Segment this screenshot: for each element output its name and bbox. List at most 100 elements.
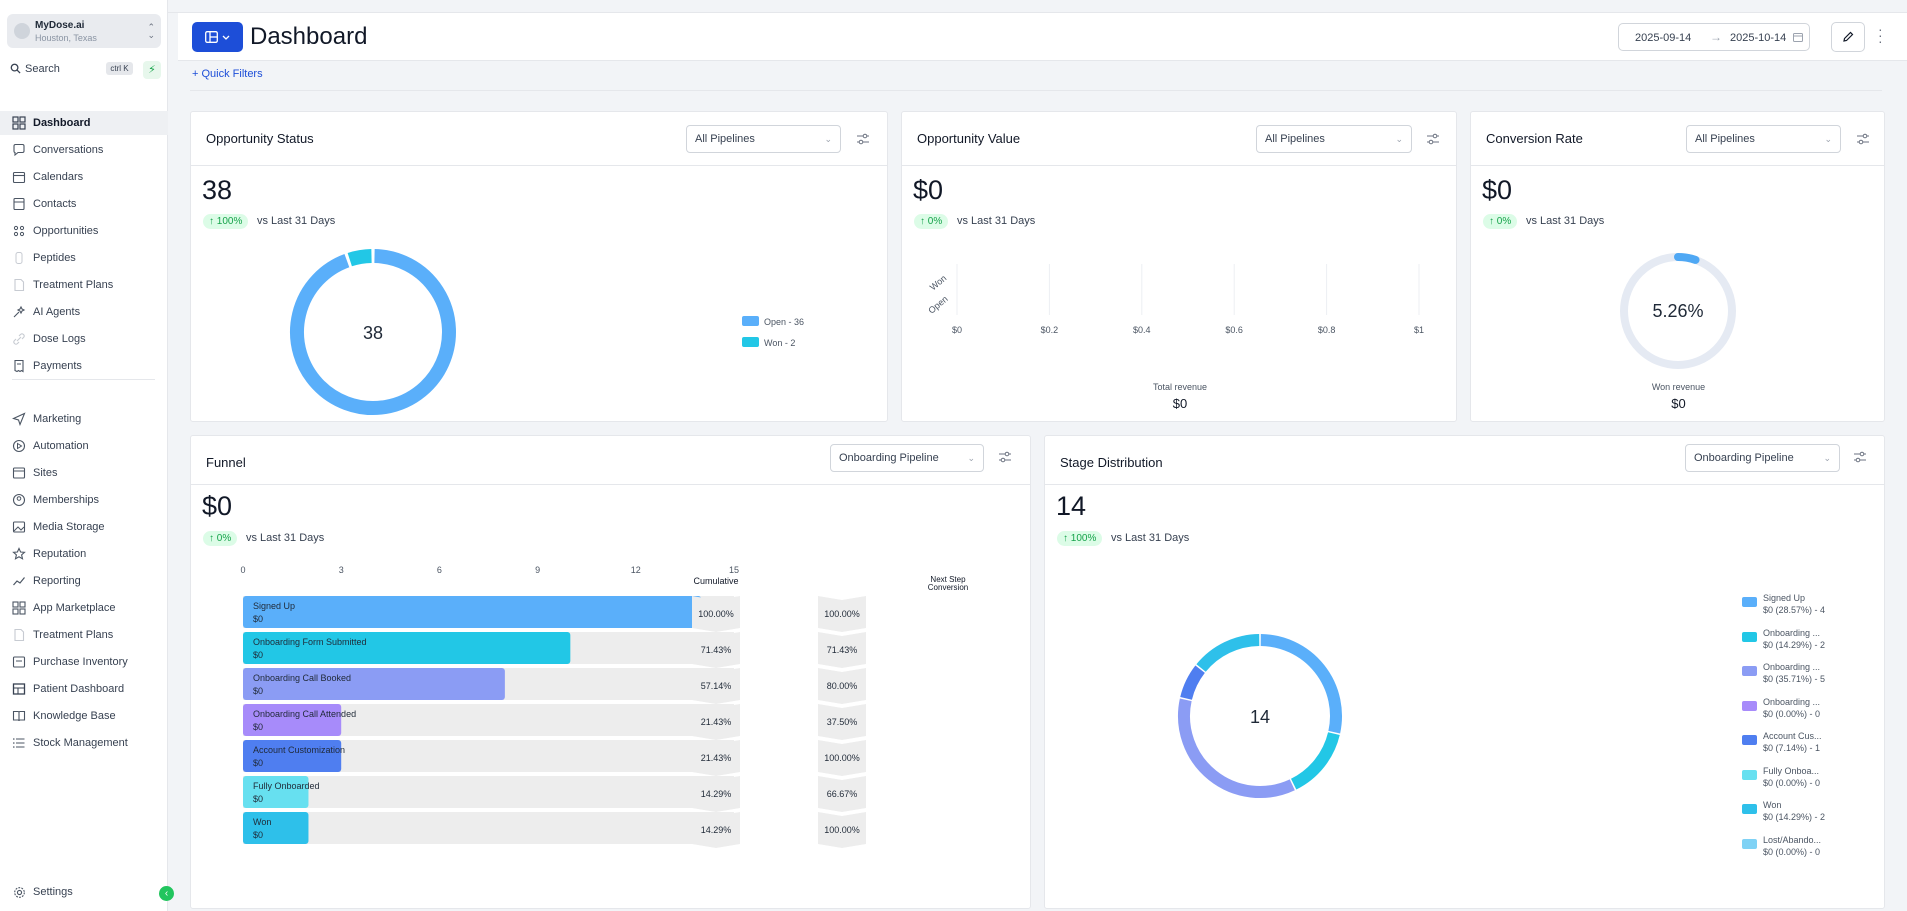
funnel-stage-label: Fully Onboarded xyxy=(253,781,320,791)
sidebar-item-label: App Marketplace xyxy=(33,602,116,614)
send-icon xyxy=(12,412,26,426)
sidebar-item-opportunities[interactable]: Opportunities xyxy=(0,219,168,243)
funnel-bar[interactable] xyxy=(243,776,309,808)
more-options-icon[interactable]: · · · xyxy=(1878,21,1883,49)
filter-settings-icon[interactable] xyxy=(1855,131,1871,147)
change-badge: ↑ 100% xyxy=(203,214,249,229)
select-value: Onboarding Pipeline xyxy=(1694,452,1794,464)
sidebar-item-calendars[interactable]: Calendars xyxy=(0,165,168,189)
opportunity-status-slice-open[interactable] xyxy=(290,249,456,415)
sidebar-item-label: Memberships xyxy=(33,494,100,506)
funnel-bar[interactable] xyxy=(243,596,702,628)
lightning-icon[interactable]: ⚡ xyxy=(143,61,161,79)
funnel-bar[interactable] xyxy=(243,668,505,700)
total-revenue-label: Total revenue xyxy=(1152,382,1208,392)
sidebar-item-treatment-plans[interactable]: Treatment Plans xyxy=(0,623,168,647)
sidebar-item-label: Stock Management xyxy=(33,737,128,749)
sidebar-item-conversations[interactable]: Conversations xyxy=(0,138,168,162)
sidebar-item-treatment-plans[interactable]: Treatment Plans xyxy=(0,273,168,297)
stage-slice-6[interactable] xyxy=(1196,634,1260,672)
sidebar-item-stock-management[interactable]: Stock Management xyxy=(0,731,168,755)
account-avatar xyxy=(14,23,30,39)
pipeline-select[interactable]: Onboarding Pipeline ⌄ xyxy=(830,444,984,472)
cumulative-header: Cumulative xyxy=(693,576,739,586)
sidebar-item-automation[interactable]: Automation xyxy=(0,434,168,458)
sidebar-item-settings[interactable]: Settings xyxy=(0,880,168,904)
funnel-card: Funnel Onboarding Pipeline ⌄ $0 ↑ 0% vs L… xyxy=(190,435,1031,909)
sidebar-item-dashboard[interactable]: Dashboard xyxy=(0,111,168,135)
cumulative-cell-shape xyxy=(692,776,740,812)
sidebar-item-reputation[interactable]: Reputation xyxy=(0,542,168,566)
funnel-bar[interactable] xyxy=(243,740,342,772)
sidebar-item-app-marketplace[interactable]: App Marketplace xyxy=(0,596,168,620)
legend-open: Open - 36 xyxy=(764,317,805,327)
sidebar-item-label: Knowledge Base xyxy=(33,710,116,722)
cumulative-cell-shape xyxy=(692,812,740,848)
pipeline-select[interactable]: All Pipelines ⌄ xyxy=(1256,125,1412,153)
metric-value: $0 xyxy=(202,491,233,521)
funnel-stage-label: Account Customization xyxy=(253,745,345,755)
account-switcher[interactable]: MyDose.ai Houston, Texas ⌃ ⌄ xyxy=(7,14,161,48)
sidebar-item-media-storage[interactable]: Media Storage xyxy=(0,515,168,539)
next-step-cell-shape xyxy=(818,704,866,740)
funnel-bar[interactable] xyxy=(243,704,342,736)
sidebar-item-knowledge-base[interactable]: Knowledge Base xyxy=(0,704,168,728)
opportunities-icon xyxy=(12,224,26,238)
y-category-label: Won xyxy=(928,273,948,292)
next-step-cell-shape xyxy=(818,740,866,776)
sidebar-item-label: Opportunities xyxy=(33,225,99,237)
funnel-bar[interactable] xyxy=(243,632,571,664)
cumulative-cell: 21.43% xyxy=(701,753,732,763)
sidebar-item-memberships[interactable]: Memberships xyxy=(0,488,168,512)
stage-slice-1[interactable] xyxy=(1290,732,1340,790)
funnel-bar[interactable] xyxy=(243,812,309,844)
cumulative-cell: 57.14% xyxy=(701,681,732,691)
pipeline-select[interactable]: All Pipelines ⌄ xyxy=(1686,125,1841,153)
sidebar-item-label: Calendars xyxy=(33,171,84,183)
collapse-sidebar-button[interactable]: ‹ xyxy=(159,886,174,901)
y-category-label: Open xyxy=(926,294,949,316)
next-step-cell: 71.43% xyxy=(827,645,858,655)
sidebar-item-marketing[interactable]: Marketing xyxy=(0,407,168,431)
compare-label: vs Last 31 Days xyxy=(1111,532,1190,544)
stage-slice-0[interactable] xyxy=(1260,634,1342,734)
conversion-rate-card: Conversion Rate All Pipelines ⌄ $0 ↑ 0% v… xyxy=(1470,111,1885,422)
date-range-picker[interactable]: 2025-09-14 → 2025-10-14 xyxy=(1618,23,1810,51)
opportunity-status-slice-won[interactable] xyxy=(347,249,372,267)
chevron-updown-icon: ⌃ ⌄ xyxy=(147,22,155,40)
ai-agents-icon xyxy=(12,305,26,319)
compare-label: vs Last 31 Days xyxy=(257,215,336,227)
filter-settings-icon[interactable] xyxy=(997,449,1013,465)
sidebar-item-reporting[interactable]: Reporting xyxy=(0,569,168,593)
filter-settings-icon[interactable] xyxy=(1852,449,1868,465)
pipeline-select[interactable]: All Pipelines ⌄ xyxy=(686,125,841,153)
sidebar-item-dose-logs[interactable]: Dose Logs xyxy=(0,327,168,351)
sidebar-item-purchase-inventory[interactable]: Purchase Inventory xyxy=(0,650,168,674)
filter-settings-icon[interactable] xyxy=(855,131,871,147)
sidebar-item-payments[interactable]: Payments xyxy=(0,354,168,378)
document-icon xyxy=(12,628,26,642)
sidebar-item-contacts[interactable]: Contacts xyxy=(0,192,168,216)
quick-filters-button[interactable]: + Quick Filters xyxy=(192,68,263,80)
chat-bubble-icon xyxy=(12,143,26,157)
chevron-down-icon: ⌄ xyxy=(1823,453,1831,463)
sidebar-item-ai-agents[interactable]: AI Agents xyxy=(0,300,168,324)
layout-switcher-button[interactable] xyxy=(192,22,243,52)
search-button[interactable]: Search ctrl K xyxy=(7,60,133,78)
date-to: 2025-10-14 xyxy=(1730,32,1787,44)
sidebar-item-peptides[interactable]: Peptides xyxy=(0,246,168,270)
sidebar-item-patient-dashboard[interactable]: Patient Dashboard xyxy=(0,677,168,701)
gauge-fill[interactable] xyxy=(1674,253,1700,264)
search-icon xyxy=(10,63,21,74)
stage-slice-2[interactable] xyxy=(1178,698,1295,798)
document-icon xyxy=(12,278,26,292)
opportunity-value-chart: $0 $0.2 $0.4 $0.6 $0.8 $1 Won Open xyxy=(926,264,1424,335)
next-step-cell: 100.00% xyxy=(824,753,860,763)
filter-settings-icon[interactable] xyxy=(1425,131,1441,147)
edit-dashboard-button[interactable] xyxy=(1831,22,1865,52)
stage-slice-4[interactable] xyxy=(1180,665,1205,700)
stage-distribution-card: Stage Distribution Onboarding Pipeline ⌄ … xyxy=(1044,435,1885,909)
sidebar-item-sites[interactable]: Sites xyxy=(0,461,168,485)
pipeline-select[interactable]: Onboarding Pipeline ⌄ xyxy=(1685,444,1840,472)
arrow-right-icon: → xyxy=(1710,30,1722,44)
